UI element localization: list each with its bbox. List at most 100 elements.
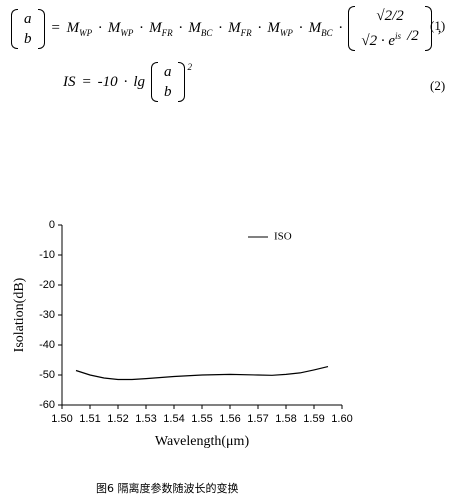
token: MWP bbox=[67, 20, 93, 38]
token: b bbox=[24, 29, 32, 49]
equation-2: IS = -10 · lg a b 2 bbox=[60, 62, 192, 102]
symbol: · bbox=[123, 73, 128, 90]
x-tick-label: 1.51 bbox=[79, 413, 100, 425]
y-axis-label: Isolation(dB) bbox=[12, 277, 27, 352]
paren bbox=[11, 8, 18, 49]
x-tick-label: 1.54 bbox=[163, 413, 184, 425]
vector-row: √2 · eis/2 bbox=[358, 26, 421, 51]
token: MWP bbox=[267, 20, 293, 38]
paren bbox=[348, 6, 356, 51]
y-tick-label: -50 bbox=[39, 369, 55, 381]
symbol: · bbox=[298, 20, 303, 36]
token: lg bbox=[133, 74, 145, 91]
paren bbox=[424, 6, 432, 51]
subscript: BC bbox=[200, 27, 213, 38]
vector-row: b bbox=[161, 82, 175, 102]
symbol: · bbox=[178, 20, 183, 36]
x-tick-label: 1.52 bbox=[107, 413, 128, 425]
token: MBC bbox=[309, 20, 333, 38]
paren bbox=[37, 8, 45, 49]
symbol: a bbox=[164, 64, 172, 80]
subscript: FR bbox=[240, 27, 252, 38]
symbol: M bbox=[107, 19, 121, 36]
x-tick-label: 1.50 bbox=[51, 413, 72, 425]
x-tick-label: 1.53 bbox=[135, 413, 156, 425]
y-tick-label: -60 bbox=[39, 399, 55, 411]
subscript: WP bbox=[120, 27, 134, 38]
symbol: IS bbox=[63, 73, 76, 90]
token: · bbox=[299, 20, 303, 37]
paren bbox=[151, 62, 159, 102]
caption: 图6 隔离度参数随波长的变换 bbox=[96, 482, 239, 495]
symbol: b bbox=[24, 30, 32, 47]
data-line bbox=[75, 366, 329, 381]
x-tick-label: 1.59 bbox=[303, 413, 324, 425]
subscript: FR bbox=[161, 27, 173, 38]
symbol: M bbox=[149, 19, 162, 36]
token: MFR bbox=[149, 20, 173, 38]
token: /2 bbox=[407, 26, 419, 51]
symbol: M bbox=[267, 19, 280, 36]
symbol: = bbox=[81, 73, 92, 90]
token: a bbox=[24, 9, 32, 29]
y-tick-label: 0 bbox=[49, 219, 55, 231]
vector: √2/2 √2 · eis/2 bbox=[348, 6, 432, 51]
symbol: b bbox=[164, 84, 172, 100]
x-tick-label: 1.56 bbox=[219, 413, 240, 425]
symbol: · bbox=[139, 20, 144, 36]
token: · bbox=[258, 20, 262, 37]
symbol: M bbox=[66, 19, 80, 36]
y-tick-label: -10 bbox=[39, 249, 55, 261]
symbol: -10 bbox=[97, 73, 118, 90]
y-tick-label: -20 bbox=[39, 279, 55, 291]
symbol: , bbox=[437, 20, 442, 36]
equation-1: a b = MWP · MWP · MFR · MBC · MFR · MWP · MBC · √2/2 √2 · … bbox=[8, 6, 444, 51]
token: MWP bbox=[108, 20, 134, 38]
symbol: a bbox=[24, 10, 32, 27]
symbol: M bbox=[228, 19, 241, 36]
token: -10 bbox=[98, 74, 118, 91]
vector-row: √2/2 bbox=[373, 6, 406, 26]
x-tick-label: 1.58 bbox=[275, 413, 296, 425]
vector-rows: √2/2 √2 · eis/2 bbox=[355, 6, 424, 51]
token: · bbox=[124, 74, 128, 91]
x-tick-label: 1.60 bbox=[331, 413, 352, 425]
x-axis-label: Wavelength(μm) bbox=[155, 434, 250, 449]
legend-label: ISO bbox=[274, 231, 292, 243]
token: · bbox=[218, 20, 222, 37]
token: MBC bbox=[188, 20, 212, 38]
token: = bbox=[51, 20, 61, 37]
equation-number: (2) bbox=[430, 78, 446, 93]
vector-row: a bbox=[161, 62, 175, 82]
symbol: · bbox=[98, 20, 102, 36]
symbol: = bbox=[50, 20, 61, 36]
token: · bbox=[339, 20, 343, 37]
y-tick-label: -30 bbox=[39, 309, 55, 321]
symbol: √2/2 bbox=[376, 8, 404, 24]
token: = bbox=[82, 74, 92, 91]
y-tick-label: -40 bbox=[39, 339, 55, 351]
token: √2 · eis bbox=[361, 26, 401, 51]
x-tick-label: 1.55 bbox=[191, 413, 212, 425]
token: · bbox=[98, 20, 102, 37]
token: MFR bbox=[228, 20, 252, 38]
token: b bbox=[164, 82, 172, 102]
symbol: √2 · e bbox=[361, 33, 396, 49]
subscript: BC bbox=[321, 27, 333, 38]
token: , bbox=[438, 20, 442, 37]
symbol: /2 bbox=[407, 28, 419, 44]
token: · bbox=[179, 20, 183, 37]
vector-row: b bbox=[21, 29, 35, 49]
paren bbox=[177, 62, 185, 102]
symbol: lg bbox=[133, 73, 146, 90]
token: IS bbox=[63, 74, 76, 91]
x-tick-label: 1.57 bbox=[247, 413, 268, 425]
symbol: M bbox=[308, 19, 322, 36]
equation-number: (1) bbox=[430, 18, 446, 33]
vector-row: a bbox=[21, 9, 35, 29]
